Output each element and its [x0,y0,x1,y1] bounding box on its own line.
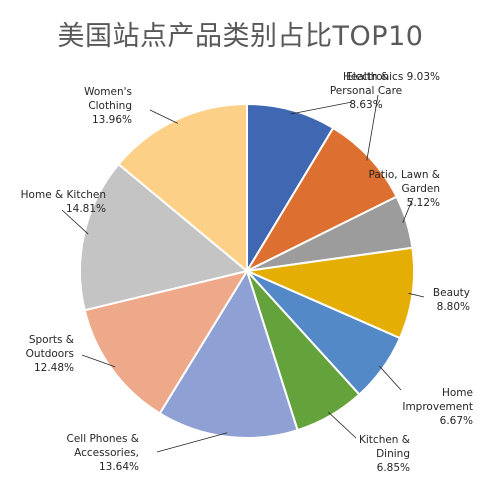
leader-line [366,94,379,161]
leader-line [61,209,89,235]
pie-slice [79,162,250,312]
pie-slice [246,102,335,275]
pie-slice [83,269,250,415]
leader-line [328,411,357,439]
slice-label: Cell Phones & Accessories, 13.64% [67,433,140,473]
slice-label: Women's Clothing 13.96% [84,86,132,126]
leader-line [156,432,228,453]
slice-label: Home & Kitchen 14.81% [21,189,106,215]
leader-line [290,101,353,115]
leader-line [402,197,414,223]
slice-label: Home Improvement 6.67% [402,387,473,427]
pie-slice [158,268,299,439]
slice-label: Beauty 8.80% [433,287,470,313]
leader-line [149,109,178,124]
pie-slice [244,126,398,274]
leader-line [379,365,402,391]
slice-label: Electronics 9.03% [346,71,440,83]
slice-label: Kitchen & Dining 6.85% [359,434,410,474]
leader-line [81,354,116,368]
slice-label: Sports & Outdoors 12.48% [26,334,74,374]
chart-title: 美国站点产品类别占比TOP10 [57,21,424,52]
slice-label: Health & Personal Care 8.63% [330,71,402,111]
slice-label: Patio, Lawn & Garden 5.12% [369,169,441,209]
pie-slice [117,102,248,274]
leader-line [408,292,425,298]
